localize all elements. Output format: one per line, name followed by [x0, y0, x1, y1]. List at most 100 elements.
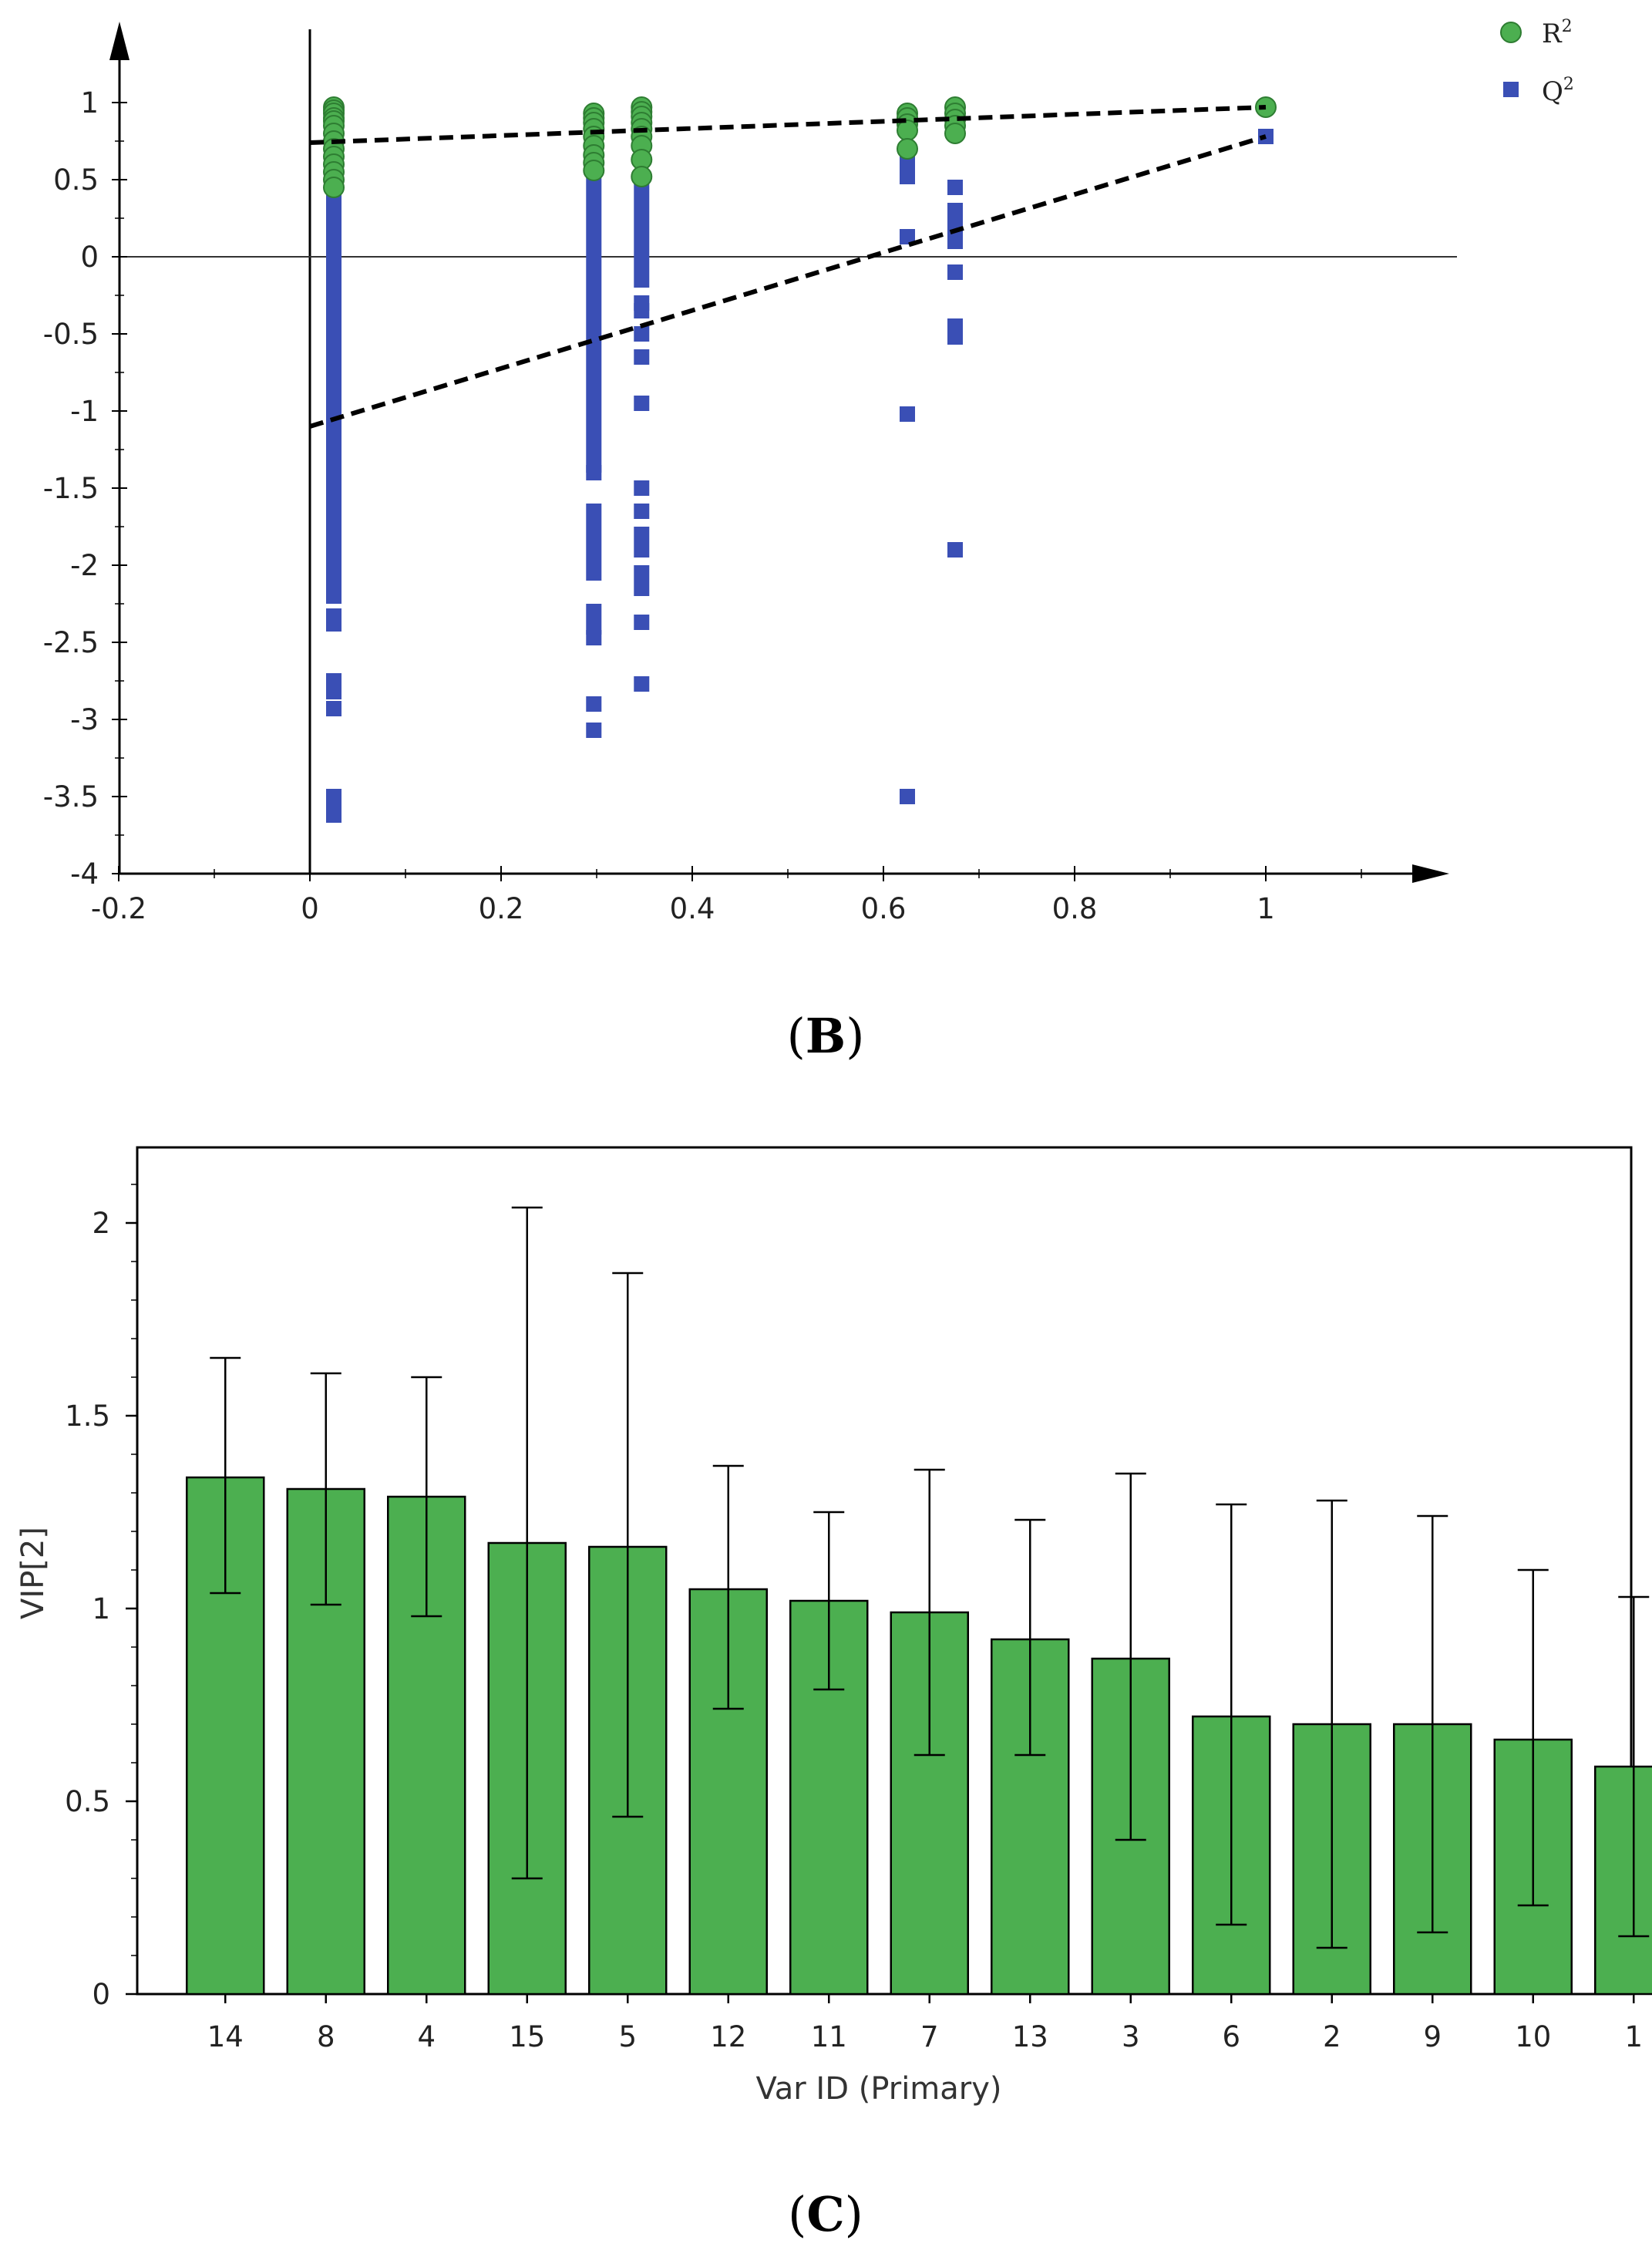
- chart-b-q2-point: [586, 630, 602, 645]
- chart-b-q2-point: [586, 426, 602, 442]
- chart-b-q2-point: [634, 241, 650, 257]
- chart-b-permutation-plot: 1 0.5 0 -0.5 -1 -1.5 -2 -2.5 -3 -3.5 -4-0.2 0 0.2 0.4…: [43, 17, 1574, 925]
- chart-b-q2-point: [326, 215, 342, 231]
- chart-b-q2-point: [326, 511, 342, 527]
- chart-c-x-tick-label: 6: [1222, 2020, 1240, 2053]
- chart-b-q2-point: [326, 524, 342, 539]
- chart-c-x-tick-label: 13: [1012, 2020, 1048, 2053]
- chart-b-q2-point: [586, 288, 602, 303]
- chart-b-y-arrow: [109, 22, 130, 60]
- chart-b-y-tick-label: -1.5: [43, 472, 99, 505]
- chart-b-q2-point: [900, 157, 915, 172]
- chart-b-q2-point: [634, 257, 650, 272]
- chart-b-q2-point: [586, 241, 602, 257]
- chart-b-q2-point: [326, 474, 342, 490]
- chart-c-x-tick-label: 3: [1122, 2020, 1140, 2053]
- chart-b-q2-point: [326, 264, 342, 280]
- chart-b-y-tick-label: 1: [80, 86, 99, 120]
- chart-b-x-tick-label: 0.4: [670, 892, 715, 925]
- chart-b-q2-point: [900, 169, 915, 184]
- chart-b-q2-point: [586, 180, 602, 195]
- chart-c-ylabel: VIP[2]: [15, 1527, 51, 1619]
- chart-b-x-tick-label: 1: [1257, 892, 1275, 925]
- chart-b-q2-point: [586, 519, 602, 534]
- chart-b-q2-point: [634, 272, 650, 288]
- chart-b-q2-point: [900, 406, 915, 422]
- chart-b-q2-point: [326, 301, 342, 317]
- chart-b-q2-point: [586, 565, 602, 581]
- panel-label-b: (B): [787, 1008, 865, 1064]
- chart-b-q2-point: [586, 318, 602, 334]
- chart-b-q2-point: [586, 604, 602, 619]
- chart-b-y-tick-label: -3.5: [43, 780, 99, 814]
- chart-b-q2-point: [586, 504, 602, 519]
- chart-c-x-tick-label: 11: [811, 2020, 847, 2053]
- chart-b-q2-point: [634, 676, 650, 692]
- chart-b-x-tick-label: 0.8: [1052, 892, 1098, 925]
- chart-b-q2-point: [326, 376, 342, 391]
- chart-b-q2-point: [900, 789, 915, 804]
- chart-b-r2-point: [323, 177, 345, 198]
- chart-b-regression-lines: [309, 105, 1267, 429]
- chart-b-q2-point: [586, 334, 602, 349]
- chart-b-q2-point: [586, 349, 602, 365]
- chart-b-q2-point: [947, 234, 963, 249]
- chart-c-y-tick-label: 1.5: [65, 1400, 110, 1433]
- legend-r2-marker: [1500, 22, 1522, 43]
- chart-b-x-tick-label: 0.2: [479, 892, 524, 925]
- chart-b-q2-point: [947, 180, 963, 195]
- chart-b-q2-point: [586, 365, 602, 380]
- chart-b-q2-point: [326, 240, 342, 255]
- chart-b-q2-point: [634, 226, 650, 241]
- chart-c-x-tick-label: 5: [618, 2020, 637, 2053]
- chart-b-q2-point: [326, 616, 342, 632]
- chart-b-r2-point: [583, 160, 605, 181]
- chart-b-q2-point: [634, 504, 650, 519]
- chart-b-q2-point: [900, 229, 915, 244]
- chart-b-q2-point: [326, 339, 342, 354]
- chart-b-q2-point: [634, 195, 650, 211]
- chart-b-y-tick-label: -2.5: [43, 626, 99, 659]
- chart-b-points: [323, 96, 1277, 823]
- chart-b-ticks: 1 0.5 0 -0.5 -1 -1.5 -2 -2.5 -3 -3.5 -4-0.2 0 0.2 0.4…: [43, 86, 1362, 925]
- chart-c-x-tick-label: 4: [417, 2020, 436, 2053]
- chart-b-q2-point: [326, 487, 342, 502]
- chart-c-x-tick-label: 8: [317, 2020, 335, 2053]
- chart-b-r2-point: [631, 166, 653, 187]
- chart-b-q2-point: [634, 542, 650, 558]
- chart-b-x-arrow: [1412, 864, 1449, 883]
- chart-b-q2-point: [326, 573, 342, 588]
- chart-b-q2-point: [326, 388, 342, 403]
- chart-b-q2-point: [326, 499, 342, 514]
- chart-b-q2-point: [586, 303, 602, 318]
- chart-b-q2-point: [634, 211, 650, 226]
- chart-b-axes: [109, 22, 1457, 883]
- chart-b-q2-point: [586, 257, 602, 272]
- chart-b-y-tick-label: 0: [80, 241, 99, 274]
- chart-b-y-tick-label: -1: [70, 395, 99, 428]
- legend-q2-marker: [1503, 82, 1519, 97]
- chart-b-y-tick-label: -3: [70, 703, 99, 736]
- chart-c-y-tick-label: 2: [92, 1207, 110, 1240]
- chart-b-q2-point: [586, 550, 602, 565]
- chart-b-q2-point: [326, 203, 342, 218]
- chart-b-q2-point: [634, 349, 650, 365]
- chart-b-q2-point: [326, 425, 342, 440]
- chart-b-legend: R2 Q2: [1500, 17, 1574, 107]
- chart-b-q2-point: [947, 264, 963, 280]
- chart-c-frame: [136, 1146, 1633, 1996]
- chart-b-q2-point: [326, 684, 342, 699]
- chart-b-q2-point: [326, 701, 342, 716]
- chart-b-q2-point: [634, 581, 650, 596]
- chart-c-bar: [1594, 1765, 1652, 1996]
- chart-b-r2-point: [897, 138, 918, 160]
- chart-b-q2-point: [326, 289, 342, 305]
- chart-b-q2-point: [586, 195, 602, 211]
- chart-b-r2-point: [897, 120, 918, 141]
- chart-b-q2-point: [326, 252, 342, 268]
- chart-b-q2-point: [586, 534, 602, 550]
- chart-c-xlabel: Var ID (Primary): [755, 2071, 1001, 2107]
- chart-b-q2-point: [586, 465, 602, 480]
- chart-c-x-tick-label: 14: [207, 2020, 244, 2053]
